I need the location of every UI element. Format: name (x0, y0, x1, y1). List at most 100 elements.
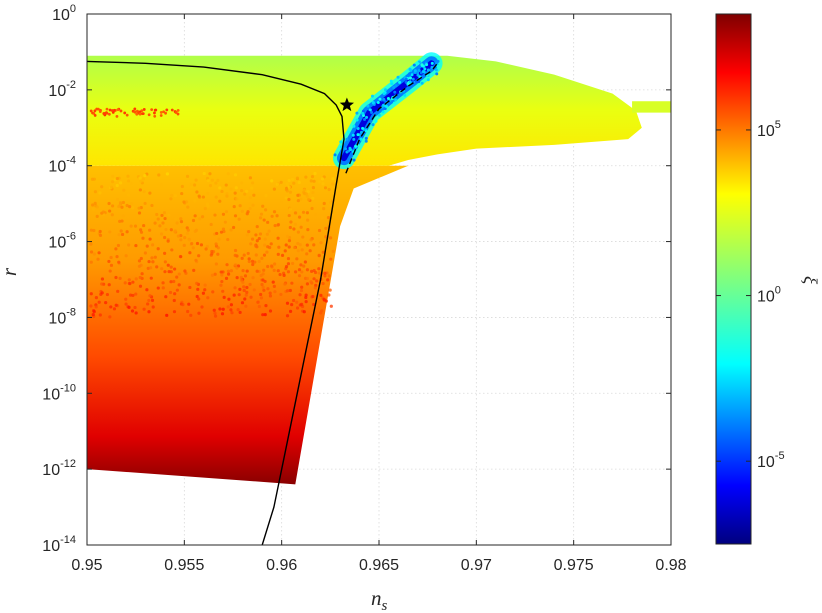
scatter-point (91, 207, 96, 211)
scatter-point (127, 305, 131, 309)
scatter-point (89, 242, 93, 246)
scatter-point (269, 174, 273, 178)
scatter-region-lower (87, 165, 409, 485)
scatter-point (160, 183, 164, 187)
scatter-point (150, 108, 154, 111)
scatter-point (208, 184, 213, 188)
scatter-point (133, 224, 138, 228)
scatter-point (120, 232, 125, 237)
colorbar-label: ξ (799, 276, 820, 285)
scatter-point (279, 292, 283, 297)
scatter-point (374, 119, 378, 123)
scatter-point (129, 224, 133, 228)
scatter-point (283, 282, 287, 286)
scatter-point (143, 201, 147, 206)
scatter-point (287, 245, 291, 249)
scatter-point (145, 244, 149, 248)
scatter-point (301, 235, 305, 239)
scatter-point (259, 292, 263, 297)
scatter-point (257, 259, 261, 264)
scatter-point (101, 210, 105, 214)
scatter-point (97, 251, 101, 255)
scatter-point (276, 223, 281, 227)
scatter-point (287, 213, 291, 218)
scatter-point (404, 77, 408, 81)
scatter-point (339, 140, 343, 144)
scatter-point (118, 276, 122, 280)
scatter-point (153, 108, 157, 112)
scatter-point (193, 229, 197, 233)
scatter-point (304, 192, 308, 196)
scatter-point (219, 270, 223, 274)
scatter-point (301, 210, 306, 214)
scatter-point (225, 194, 229, 198)
scatter-point (134, 292, 138, 296)
scatter-point (126, 174, 130, 178)
scatter-point (276, 269, 280, 273)
scatter-point (382, 92, 386, 96)
scatter-point (305, 243, 309, 247)
scatter-point (285, 314, 290, 318)
scatter-point (313, 171, 317, 176)
scatter-point (248, 202, 252, 206)
scatter-point (131, 206, 135, 210)
scatter-point (247, 230, 251, 234)
scatter-point (288, 288, 292, 293)
scatter-point (187, 238, 192, 242)
scatter-point (218, 307, 222, 311)
scatter-point (185, 174, 190, 179)
scatter-point (366, 104, 370, 108)
scatter-point (311, 196, 315, 200)
scatter-point (313, 286, 317, 290)
scatter-point (89, 292, 93, 296)
scatter-point (203, 283, 207, 287)
scatter-point (236, 308, 240, 312)
scatter-point (110, 109, 114, 112)
scatter-point (284, 264, 289, 269)
scatter-point (264, 208, 268, 212)
scatter-point (284, 196, 288, 200)
scatter-point (252, 193, 256, 197)
scatter-point (164, 295, 168, 299)
scatter-point (251, 203, 255, 207)
scatter-point (355, 124, 359, 128)
scatter-point (173, 267, 177, 271)
scatter-point (214, 262, 218, 266)
scatter-point (206, 191, 210, 196)
scatter-point (261, 278, 265, 282)
x-axis-label: ns (371, 586, 388, 613)
scatter-point (197, 297, 201, 301)
x-tick-label: 0.975 (554, 557, 594, 574)
scatter-point (210, 178, 214, 182)
scatter-point (181, 303, 185, 307)
scatter-point (115, 183, 119, 188)
scatter-point (145, 288, 149, 292)
scatter-point (231, 225, 236, 230)
scatter-point (142, 307, 146, 311)
scatter-point (352, 158, 356, 162)
scatter-point (211, 290, 215, 294)
scatter-point (95, 214, 99, 218)
scatter-point (364, 136, 368, 140)
scatter-point (411, 77, 415, 81)
scatter-point (221, 212, 226, 216)
scatter-point (305, 268, 310, 272)
scatter-point (92, 228, 96, 233)
scatter-point (238, 287, 242, 291)
scatter-point (164, 111, 167, 115)
scatter-point (159, 114, 163, 117)
scatter-point (255, 239, 259, 243)
scatter-point (229, 269, 233, 273)
scatter-point (162, 110, 166, 114)
scatter-point (287, 178, 291, 183)
scatter-point (92, 177, 96, 181)
scatter-points (87, 52, 671, 485)
scatter-point (137, 206, 141, 210)
scatter-point (224, 183, 228, 187)
x-tick-label: 0.98 (655, 557, 686, 574)
scatter-point (179, 238, 183, 242)
scatter-point (296, 193, 300, 197)
scatter-point (233, 214, 238, 218)
scatter-point (136, 109, 139, 113)
colorbar-ticks: 105 100 10-5 (716, 119, 785, 471)
